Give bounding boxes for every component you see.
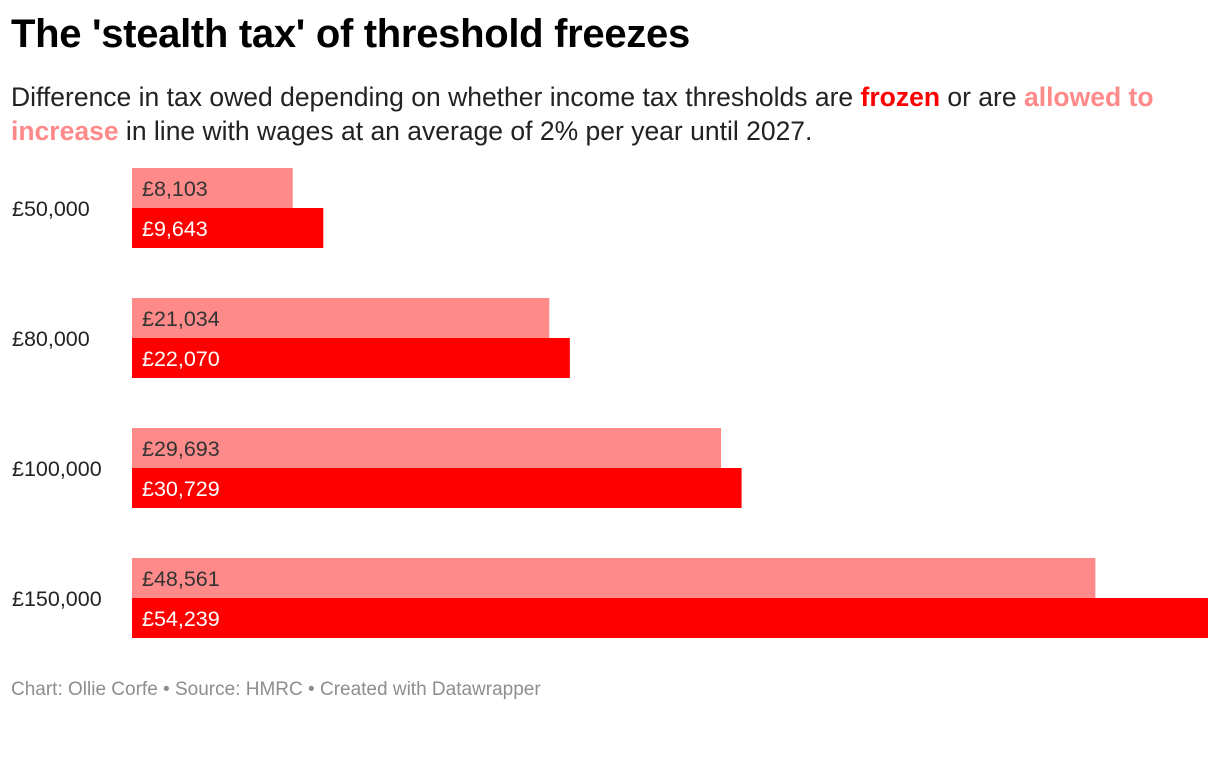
category-label: £80,000 <box>12 327 90 351</box>
footer-source: Source: HMRC <box>175 679 303 700</box>
bar-allowed <box>132 558 1096 598</box>
subtitle-text-3: in line with wages at an average of 2% p… <box>118 116 813 146</box>
category-label: £50,000 <box>12 197 90 221</box>
bar-allowed <box>132 298 550 338</box>
category-label: £100,000 <box>12 457 102 481</box>
subtitle-text-2: or are <box>940 82 1024 112</box>
bar-frozen <box>132 208 324 248</box>
footer-separator: • <box>157 679 175 700</box>
value-label-allowed: £48,561 <box>142 567 220 591</box>
value-label-frozen: £22,070 <box>142 347 220 371</box>
category-label: £150,000 <box>12 587 102 611</box>
legend-allowed: allowed to increase <box>11 82 1154 146</box>
value-label-allowed: £21,034 <box>142 307 220 331</box>
bar-allowed <box>132 428 722 468</box>
bar-chart: £50,000 £8,103 £9,643 £80,000 £21,034 £22,070… <box>12 168 1208 638</box>
chart-subtitle: Difference in tax owed depending on whet… <box>11 80 1216 148</box>
bar-frozen <box>132 468 742 508</box>
subtitle-text-1: Difference in tax owed depending on whet… <box>11 82 861 112</box>
chart-footer: Chart: Ollie Corfe • Source: HMRC • Crea… <box>11 679 541 701</box>
legend-frozen: frozen <box>860 82 941 112</box>
value-label-allowed: £8,103 <box>142 177 208 201</box>
bar-frozen <box>132 598 1208 638</box>
footer-credit: Created with Datawrapper <box>319 679 541 700</box>
footer-separator: • <box>302 679 320 700</box>
bar-allowed <box>132 168 293 208</box>
chart-title: The 'stealth tax' of threshold freezes <box>11 12 690 56</box>
value-label-allowed: £29,693 <box>142 437 220 461</box>
value-label-frozen: £54,239 <box>142 607 220 631</box>
bar-frozen <box>132 338 570 378</box>
value-label-frozen: £9,643 <box>142 217 208 241</box>
footer-author: Chart: Ollie Corfe <box>11 679 158 700</box>
value-label-frozen: £30,729 <box>142 477 220 501</box>
